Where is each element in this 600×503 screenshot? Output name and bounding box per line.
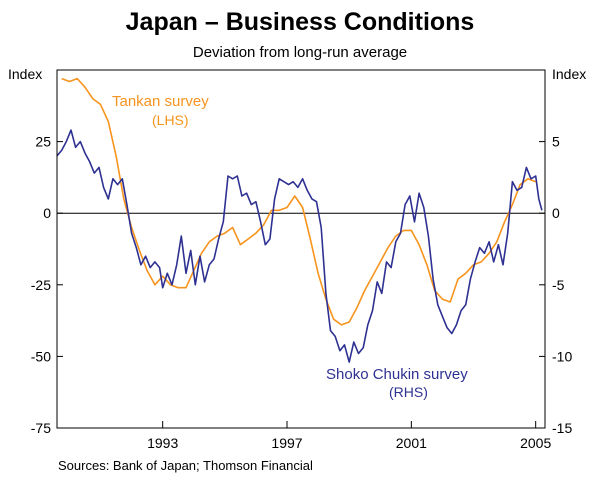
shoko-series-line: [56, 129, 543, 363]
left-y-tick-label: -25: [31, 277, 51, 293]
right-axis-title: Index: [552, 66, 586, 82]
x-tick-label: 1993: [147, 435, 178, 451]
right-y-tick-label: 0: [552, 205, 560, 221]
source-note: Sources: Bank of Japan; Thomson Financia…: [58, 458, 313, 473]
left-axis-title: Index: [8, 66, 42, 82]
chart-subtitle: Deviation from long-run average: [192, 44, 408, 61]
right-y-tick-label: 5: [552, 134, 560, 150]
right-y-tick-label: -5: [552, 277, 565, 293]
tankan-series-line: [61, 77, 536, 326]
plot-frame: [56, 69, 546, 429]
x-tick-label: 1997: [271, 435, 302, 451]
x-tick-label: 2005: [520, 435, 551, 451]
tankan-axis-note: (LHS): [152, 112, 189, 128]
left-y-tick-label: -75: [31, 420, 51, 436]
left-y-tick-label: -50: [31, 348, 51, 364]
right-y-tick-label: -15: [552, 420, 572, 436]
shoko-axis-note: (RHS): [389, 384, 428, 400]
left-y-tick-label: 25: [35, 134, 51, 150]
chart-title: Japan – Business Conditions: [125, 8, 475, 36]
shoko-series-label: Shoko Chukin survey: [326, 366, 468, 383]
x-tick-label: 2001: [396, 435, 427, 451]
right-y-tick-label: -10: [552, 348, 572, 364]
tankan-series-label: Tankan survey: [112, 93, 209, 110]
left-y-tick-label: 0: [43, 205, 51, 221]
